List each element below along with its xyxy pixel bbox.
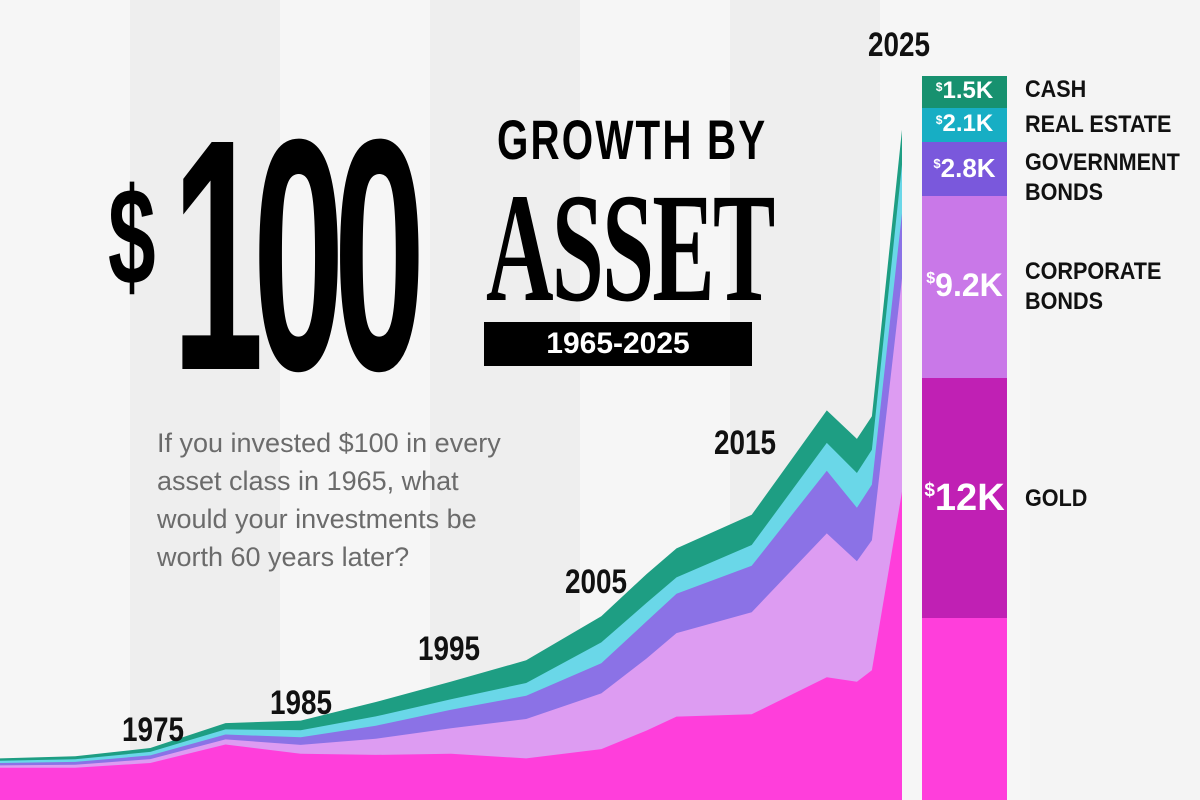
year-label-2015: 2015 <box>714 424 777 462</box>
title-dollar-sign: $ <box>108 160 156 314</box>
legend-value-cash: $1.5K <box>935 77 994 104</box>
year-label-2005: 2005 <box>565 563 628 601</box>
area-gold <box>0 491 902 800</box>
intro-question: If you invested $100 in every asset clas… <box>157 428 501 572</box>
legend-label-real-estate: REAL ESTATE <box>1025 111 1172 138</box>
legend-value-corporate-bonds: $9.2K <box>926 267 1003 303</box>
legend-segment-corporate-bonds <box>922 196 1007 378</box>
year-label-2025: 2025 <box>868 26 931 64</box>
area-gold-base <box>0 770 902 800</box>
legend-value-government-bonds: $2.8K <box>933 153 996 183</box>
year-label-1975: 1975 <box>122 711 185 749</box>
legend-label-cash: CASH <box>1025 76 1087 103</box>
legend-segment-gold <box>922 378 1007 618</box>
legend-segment-government-bonds <box>922 142 1007 196</box>
background-stripe <box>130 0 280 800</box>
year-label-1985: 1985 <box>270 684 333 722</box>
legend-segment-cash <box>922 76 1007 108</box>
legend-value-gold: $12K <box>924 477 1005 519</box>
background-stripe <box>0 0 130 800</box>
date-range-text: 1965-2025 <box>546 327 690 360</box>
legend-label-gold: GOLD <box>1025 485 1088 512</box>
title-line-2: ASSET <box>486 161 775 334</box>
date-range-banner: 1965-2025 <box>484 322 752 366</box>
area-corporate-bonds <box>0 278 902 800</box>
legend-label-government-bonds: GOVERNMENT BONDS <box>1025 149 1180 206</box>
legend-segment-gold-base <box>922 618 1007 800</box>
legend-segment-real-estate <box>922 108 1007 142</box>
background-stripe <box>280 0 430 800</box>
legend-label-corporate-bonds: CORPORATE BONDS <box>1025 258 1162 315</box>
title-line-1: GROWTH BY <box>497 108 768 171</box>
legend-value-real-estate: $2.1K <box>935 110 994 137</box>
year-label-1995: 1995 <box>418 630 481 668</box>
title-amount: 100 <box>172 70 425 439</box>
